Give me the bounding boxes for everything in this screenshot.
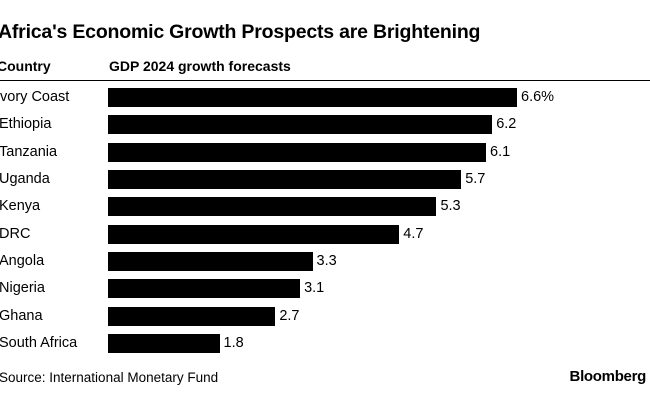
value-header: GDP 2024 growth forecasts: [109, 58, 291, 74]
bloomberg-logo: Bloomberg: [569, 368, 647, 385]
value-label: 4.7: [403, 225, 424, 242]
header-rule: [0, 80, 650, 81]
country-header: Country: [0, 58, 51, 74]
category-label: Nigeria: [0, 280, 45, 297]
value-label: 6.1: [490, 143, 511, 160]
category-label: DRC: [0, 225, 31, 242]
value-label: 5.3: [440, 198, 461, 215]
category-label: Ethiopia: [0, 116, 52, 133]
value-label: 2.7: [279, 307, 300, 324]
bar: [108, 334, 220, 354]
value-label: 3.3: [316, 253, 337, 270]
value-label: 6.6%: [521, 89, 555, 105]
category-label: South Africa: [0, 335, 78, 352]
category-label: Uganda: [0, 171, 50, 188]
category-label: Angola: [0, 253, 45, 270]
bar: [108, 88, 517, 107]
bar: [108, 306, 276, 326]
source-note: Source: International Monetary Fund: [0, 370, 219, 385]
value-label: 3.1: [304, 280, 325, 297]
bar: [108, 252, 313, 272]
category-label: Kenya: [0, 198, 41, 215]
value-label: 1.8: [223, 335, 244, 352]
bar: [108, 115, 493, 135]
bar: [108, 224, 400, 244]
value-label: 5.7: [465, 171, 486, 188]
chart-title: Africa's Economic Growth Prospects are B…: [0, 21, 481, 43]
bar: [108, 279, 301, 299]
category-label: Ghana: [0, 307, 43, 324]
bar: [108, 170, 462, 190]
value-label: 6.2: [496, 116, 517, 133]
bar: [108, 197, 437, 217]
bar: [108, 142, 486, 162]
category-label: Tanzania: [0, 143, 58, 160]
category-label: Ivory Coast: [0, 89, 70, 105]
